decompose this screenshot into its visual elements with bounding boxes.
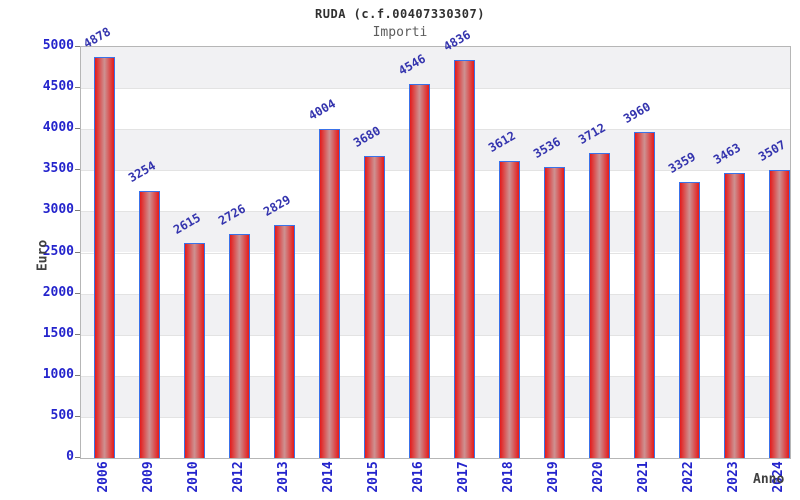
y-tick-label: 3500 [42,161,74,177]
bar-2020 [589,153,610,458]
bar-2021 [634,132,655,458]
gridline [81,129,790,131]
y-axis-title: Euro [35,239,51,272]
bar-2009 [139,191,160,458]
y-tick-mark [75,46,80,47]
y-tick-mark [75,457,80,458]
gridline [81,211,790,213]
x-tick-label: 2023 [725,461,741,493]
plot-band [81,170,790,212]
bar-2013 [274,225,295,458]
bar-2010 [184,243,205,458]
x-tick-label: 2006 [95,461,111,493]
bar-2019 [544,167,565,458]
bar-2006 [94,57,115,458]
x-tick-label: 2015 [365,461,381,493]
bar-2016 [409,84,430,458]
gridline [81,375,790,377]
gridline [81,252,790,254]
x-tick-label: 2009 [140,461,156,493]
x-axis-title: Anno [753,472,785,487]
gridline [81,293,790,295]
x-tick-label: 2016 [410,461,426,493]
gridline [81,170,790,172]
x-tick-label: 2021 [635,461,651,493]
y-tick-label: 1000 [42,366,74,382]
bar-2015 [364,156,385,458]
bar-2018 [499,161,520,458]
plot-area [80,46,791,459]
y-tick-label: 4500 [42,79,74,95]
bar-2023 [724,173,745,458]
y-tick-label: 3000 [42,202,74,218]
plot-band [81,88,790,130]
x-tick-label: 2020 [590,461,606,493]
y-tick-mark [75,87,80,89]
y-tick-mark [75,128,80,130]
y-tick-mark [75,210,80,212]
y-tick-label: 500 [50,407,74,423]
x-tick-label: 2018 [500,461,516,493]
gridline [81,88,790,90]
y-tick-label: 5000 [42,38,74,53]
y-tick-mark [75,169,80,171]
y-tick-label: 4000 [42,120,74,136]
y-tick-mark [75,374,80,376]
y-tick-label: 2500 [42,243,74,259]
x-tick-label: 2012 [230,461,246,493]
chart-subtitle: Importi [372,25,428,40]
bar-2012 [229,234,250,458]
gridline [81,334,790,336]
bar-2014 [319,129,340,458]
x-tick-label: 2013 [275,461,291,493]
x-tick-label: 2017 [455,461,471,493]
gridline [81,416,790,418]
y-tick-label: 0 [66,449,74,464]
plot-band [81,47,790,89]
y-tick-mark [75,251,80,253]
bar-2022 [679,182,700,458]
y-tick-mark [75,292,80,294]
y-tick-mark [75,415,80,417]
y-tick-label: 2000 [42,284,74,300]
chart-title: RUDA (c.f.00407330307) [315,7,485,21]
x-tick-label: 2014 [320,461,336,493]
y-tick-mark [75,333,80,335]
x-tick-label: 2010 [185,461,201,493]
bar-2024 [769,170,790,458]
plot-band [81,129,790,171]
x-tick-label: 2022 [680,461,696,493]
bar-2017 [454,60,475,458]
x-tick-label: 2019 [545,461,561,493]
y-tick-label: 1500 [42,325,74,341]
